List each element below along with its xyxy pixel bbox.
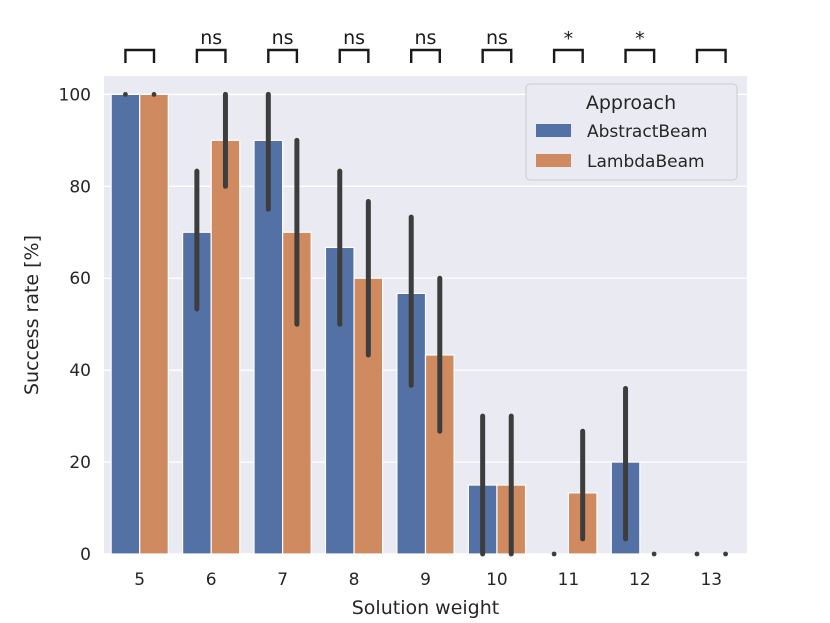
significance-bracket [124,48,156,63]
error-bar-lambdabeam-5 [151,91,157,97]
significance-bracket [267,48,299,63]
x-tick-labels: 5 6 7 8 9 10 11 12 13 [134,570,722,590]
legend-title: Approach [586,92,676,114]
significance-annotations: ns ns ns ns ns * * [124,27,727,63]
x-tick-label: 8 [349,570,360,590]
significance-bracket [624,48,656,63]
x-tick-label: 11 [558,570,580,590]
legend-label-lambdabeam: LambdaBeam [587,152,705,172]
y-axis-label: Success rate [%] [21,235,43,395]
error-bar-abstractbeam-5 [123,91,128,97]
bar-abstractbeam-5 [110,93,141,555]
error-bar-abstractbeam-13 [694,551,700,557]
significance-bracket [338,48,370,63]
significance-label: ns [343,27,365,49]
significance-bracket [552,48,584,63]
significance-label: * [564,28,574,50]
x-tick-label: 7 [277,570,288,590]
bar-lambdabeam-9 [424,354,455,555]
significance-bracket [410,48,441,63]
y-tick-label: 40 [69,361,91,381]
x-tick-label: 5 [134,570,145,590]
error-bar-abstractbeam-11 [551,551,557,557]
y-tick-label: 60 [69,269,91,289]
significance-label: ns [200,27,222,49]
bar-lambdabeam-5 [139,93,169,555]
y-tick-label: 100 [59,85,91,105]
error-bar-lambdabeam-13 [723,551,728,557]
significance-label: ns [486,27,508,49]
x-tick-label: 12 [629,570,651,590]
y-tick-label: 80 [69,177,91,197]
error-bar-lambdabeam-12 [651,551,657,557]
significance-bracket [195,48,227,63]
significance-bracket [695,48,727,63]
y-tick-labels: 0 20 40 60 80 100 [59,85,91,565]
y-tick-label: 0 [80,545,91,565]
legend-box [525,83,738,181]
x-tick-label: 13 [700,570,722,590]
significance-label: * [635,28,645,50]
legend-swatch-lambdabeam [536,154,571,167]
legend-swatch-abstractbeam [536,124,571,137]
x-tick-label: 10 [486,570,508,590]
legend: Approach AbstractBeam LambdaBeam [525,83,738,181]
significance-label: ns [415,27,437,49]
y-tick-label: 20 [69,453,91,473]
error-bars-layer [123,91,728,557]
x-tick-label: 6 [206,570,217,590]
x-tick-label: 9 [420,570,431,590]
legend-label-abstractbeam: AbstractBeam [587,122,707,142]
x-axis-label: Solution weight [352,597,500,619]
bar-lambdabeam-6 [210,139,241,555]
significance-bracket [481,48,513,63]
bars-layer [110,93,641,555]
significance-label: ns [272,27,294,49]
